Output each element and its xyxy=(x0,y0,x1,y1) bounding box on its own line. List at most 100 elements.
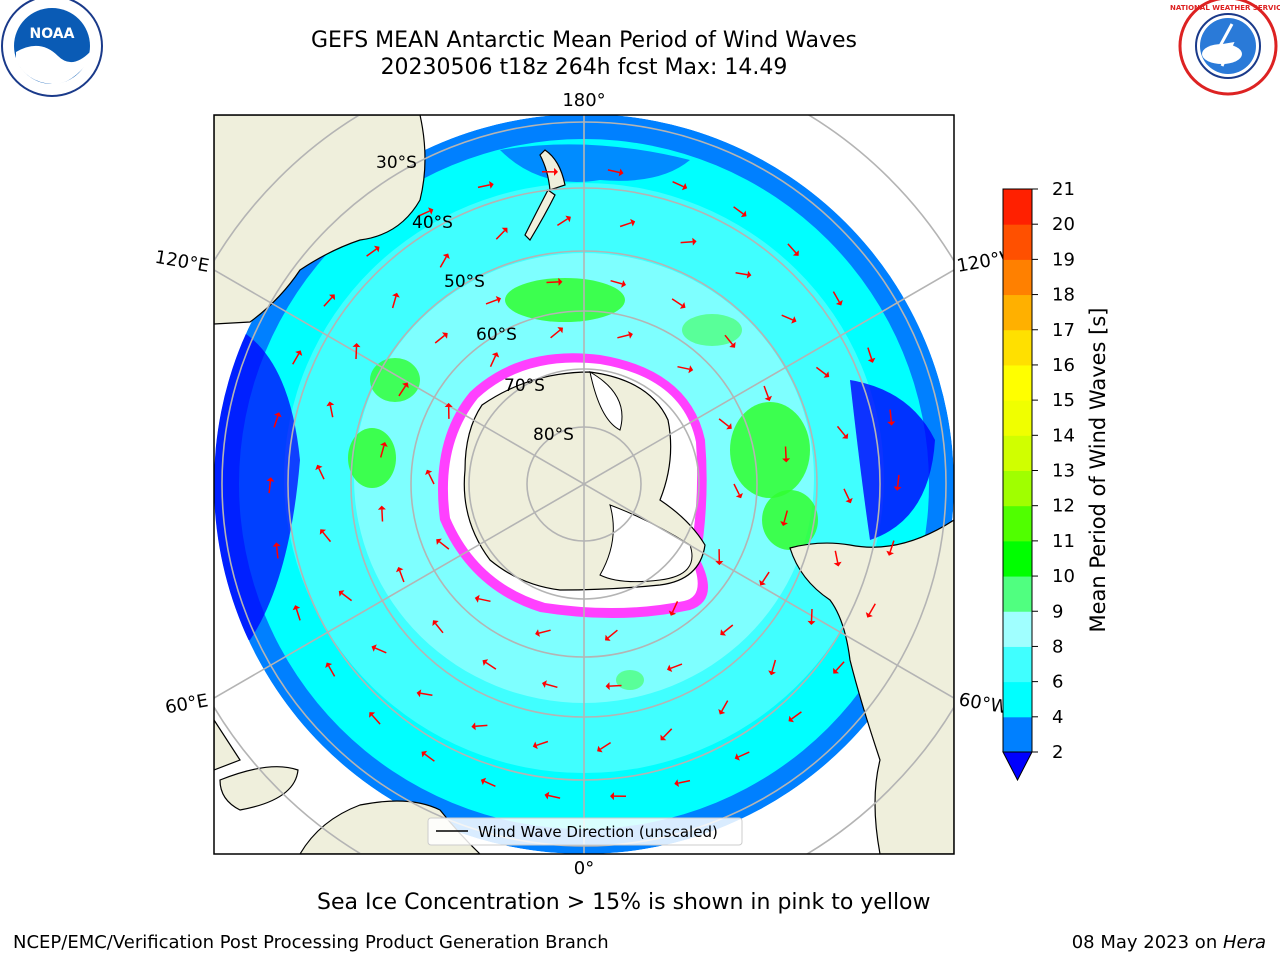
wind-wave-arrow-head xyxy=(274,412,282,418)
wind-wave-arrow xyxy=(420,692,433,696)
wind-wave-arrow-head xyxy=(369,712,376,718)
wind-wave-arrow xyxy=(328,665,336,677)
lat-label-60s: 60°S xyxy=(476,325,517,345)
colorbar-tick-label: 9 xyxy=(1052,601,1063,622)
wind-wave-arrow xyxy=(371,714,381,725)
wind-wave-arrow-head xyxy=(557,327,563,334)
graticule xyxy=(214,115,954,854)
wind-wave-arrow-head xyxy=(605,682,610,691)
wind-wave-arrow-head xyxy=(597,745,603,753)
wind-wave-arrow xyxy=(810,608,813,622)
colorbar-swatch xyxy=(1003,329,1032,366)
colorbar-swatch xyxy=(1003,611,1032,647)
wind-wave-arrow-head xyxy=(495,296,501,304)
wind-wave-arrow-head xyxy=(688,365,694,374)
wind-wave-arrow xyxy=(485,298,498,305)
wind-wave-arrow-head xyxy=(371,644,377,652)
wind-wave-arrow-head xyxy=(489,181,494,189)
footer-left: NCEP/EMC/Verification Post Processing Pr… xyxy=(13,932,609,953)
wind-wave-arrow xyxy=(424,753,435,762)
wind-wave-arrow xyxy=(485,661,497,670)
land-masses xyxy=(214,115,954,854)
colorbar-under-arrow xyxy=(1002,751,1033,782)
wind-wave-arrow-head xyxy=(746,270,752,279)
wind-wave-arrow xyxy=(428,472,435,485)
wind-wave-arrow xyxy=(495,230,506,240)
wind-wave-arrow-head xyxy=(807,620,816,625)
wind-wave-arrow-head xyxy=(442,332,448,339)
wind-wave-arrow-head xyxy=(668,610,677,616)
wind-wave-arrow-head xyxy=(482,659,489,666)
wind-wave-arrow xyxy=(834,550,839,563)
footer-system: Hera xyxy=(1222,932,1266,953)
wind-wave-arrow xyxy=(418,210,431,217)
wind-wave-arrow xyxy=(724,334,734,345)
wind-wave-arrow-head xyxy=(402,382,409,389)
wind-wave-arrow xyxy=(787,243,797,254)
wind-wave-arrow-head xyxy=(428,207,434,215)
wind-wave-arrow-head xyxy=(396,567,404,573)
wind-wave-arrow-head xyxy=(674,779,679,787)
colorbar-tick-label: 19 xyxy=(1052,249,1075,270)
wind-wave-arrow-head xyxy=(835,300,843,306)
wind-wave-arrow-head xyxy=(377,505,386,510)
wind-wave-arrow-head xyxy=(425,469,433,475)
wind-wave-arrow-head xyxy=(442,253,450,259)
wind-wave-arrow-head xyxy=(554,167,558,176)
colorbar-tick-label: 10 xyxy=(1052,566,1075,587)
wind-wave-arrow-head xyxy=(532,741,538,750)
wind-wave-arrow-head xyxy=(792,250,799,256)
colorbar: 2 4 6 8 9 10 11 12 13 14 15 16 17 18 19 20 21 xyxy=(1002,179,1075,782)
wind-wave-arrow-head xyxy=(628,331,633,339)
wind-wave-arrow-head xyxy=(679,302,686,309)
wind-wave-arrow-head xyxy=(729,342,736,348)
wind-wave-arrow xyxy=(275,546,279,559)
lat-label-40s: 40°S xyxy=(412,213,453,233)
wind-wave-arrow-head xyxy=(791,316,797,324)
colorbar-tick-label: 15 xyxy=(1052,390,1075,411)
wind-wave-arrow-head xyxy=(329,294,335,301)
wind-wave-arrow-head xyxy=(272,542,281,547)
wind-wave-arrow-head xyxy=(352,343,361,348)
wind-wave-arrow-head xyxy=(886,550,894,556)
lon-label-120e: 120°E xyxy=(153,247,211,277)
wind-wave-arrow-head xyxy=(480,777,487,785)
wind-wave-arrow xyxy=(784,446,787,459)
wind-wave-arrow-head xyxy=(833,561,842,567)
colorbar-swatch xyxy=(1003,435,1032,471)
sea-ice-note: Sea Ice Concentration > 15% is shown in … xyxy=(317,890,931,915)
wind-wave-arrow xyxy=(889,540,895,553)
wind-wave-arrow-head xyxy=(558,277,563,286)
wind-wave-arrow-head xyxy=(416,689,422,698)
lat-label-80s: 80°S xyxy=(533,425,574,445)
noaa-logo: NOAA xyxy=(1,0,103,97)
wind-wave-arrow-head xyxy=(565,215,571,223)
nws-logo-text: NATIONAL WEATHER SERVICE xyxy=(1170,4,1280,12)
wind-wave-arrow xyxy=(867,347,873,360)
lon-label-60w: 60°W xyxy=(957,689,1010,718)
colorbar-tick-label: 21 xyxy=(1052,179,1075,200)
wind-wave-arrow-head xyxy=(759,579,766,586)
wind-wave-arrow xyxy=(670,663,683,670)
wind-wave-arrow-head xyxy=(630,218,636,227)
wind-wave-arrow xyxy=(843,488,850,500)
wind-wave-arrow xyxy=(489,355,497,368)
wind-wave-arrow xyxy=(868,603,876,615)
colorbar-swatch xyxy=(1003,681,1032,718)
wind-wave-arrow-head xyxy=(444,402,453,407)
wind-wave-arrow xyxy=(556,218,568,227)
wind-wave-arrow xyxy=(600,741,612,750)
chart-title: GEFS MEAN Antarctic Mean Period of Wind … xyxy=(311,28,857,53)
wind-wave-arrow xyxy=(341,592,353,602)
wind-wave-arrow-head xyxy=(735,493,743,499)
colorbar-swatch xyxy=(1003,716,1032,753)
wind-wave-arrow xyxy=(545,683,558,689)
wind-wave-arrow xyxy=(763,385,770,398)
wind-wave-arrow-head xyxy=(734,753,740,761)
wind-wave-arrow xyxy=(536,740,549,747)
wind-wave-arrow-head xyxy=(380,442,388,447)
wind-wave-arrow xyxy=(735,272,748,276)
wind-wave-arrow xyxy=(718,418,730,427)
wind-wave-arrow-head xyxy=(421,750,428,758)
wind-wave-arrows xyxy=(266,167,902,801)
